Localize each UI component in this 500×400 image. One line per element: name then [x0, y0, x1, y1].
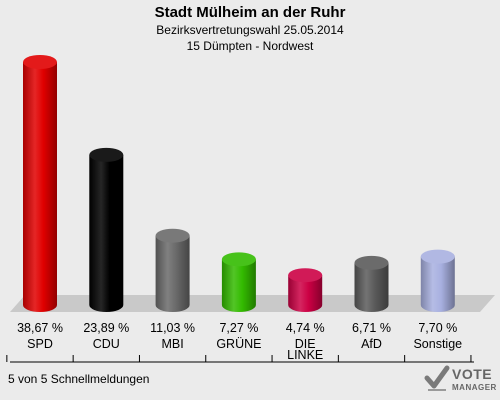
bar-sonstige [420, 249, 455, 312]
vote-manager-logo: VOTE MANAGER [424, 364, 496, 398]
category-label: Sonstige [413, 337, 462, 351]
bar-top [354, 255, 389, 270]
bar-top [288, 268, 323, 283]
category-label: MBI [161, 337, 183, 351]
category-label: DIE LINKE [287, 337, 323, 362]
bar-body [354, 262, 389, 312]
bar-body [155, 235, 190, 312]
category-label: AfD [361, 337, 382, 351]
value-label: 7,27 % [219, 321, 258, 335]
bar-top [420, 249, 455, 264]
chart-title: Stadt Mülheim an der Ruhr [154, 4, 346, 21]
category-label: SPD [27, 337, 53, 351]
category-label: GRÜNE [216, 337, 261, 351]
bar-top [23, 55, 57, 69]
bar-body [221, 259, 256, 312]
bar-mbi [155, 228, 190, 312]
logo-line-2: MANAGER [452, 383, 497, 392]
footer-note: 5 von 5 Schnellmeldungen [8, 372, 150, 386]
bar-spd [23, 55, 57, 312]
value-label: 11,03 % [150, 321, 195, 335]
value-label: 4,74 % [286, 321, 325, 335]
value-label: 7,70 % [418, 321, 457, 335]
category-label: CDU [93, 337, 120, 351]
district-label: 15 Dümpten - Nordwest [186, 39, 314, 53]
bar-grüne [221, 252, 256, 312]
value-label: 23,89 % [83, 321, 129, 335]
bar-top [221, 252, 256, 267]
bar-body [89, 154, 124, 312]
bar-body [420, 256, 455, 312]
logo-line-1: VOTE [452, 366, 493, 382]
value-label: 6,71 % [352, 321, 391, 335]
bar-top [155, 228, 190, 243]
bar-body [288, 275, 323, 312]
bar-die-linke [288, 268, 323, 312]
chart-subtitle: Bezirksvertretungswahl 25.05.2014 [156, 23, 344, 37]
bar-cdu [89, 147, 124, 312]
check-mark-icon [424, 365, 450, 391]
bar-afd [354, 255, 389, 312]
value-label: 38,67 % [17, 321, 63, 335]
bar-body [23, 62, 57, 312]
bar-top [89, 147, 124, 162]
